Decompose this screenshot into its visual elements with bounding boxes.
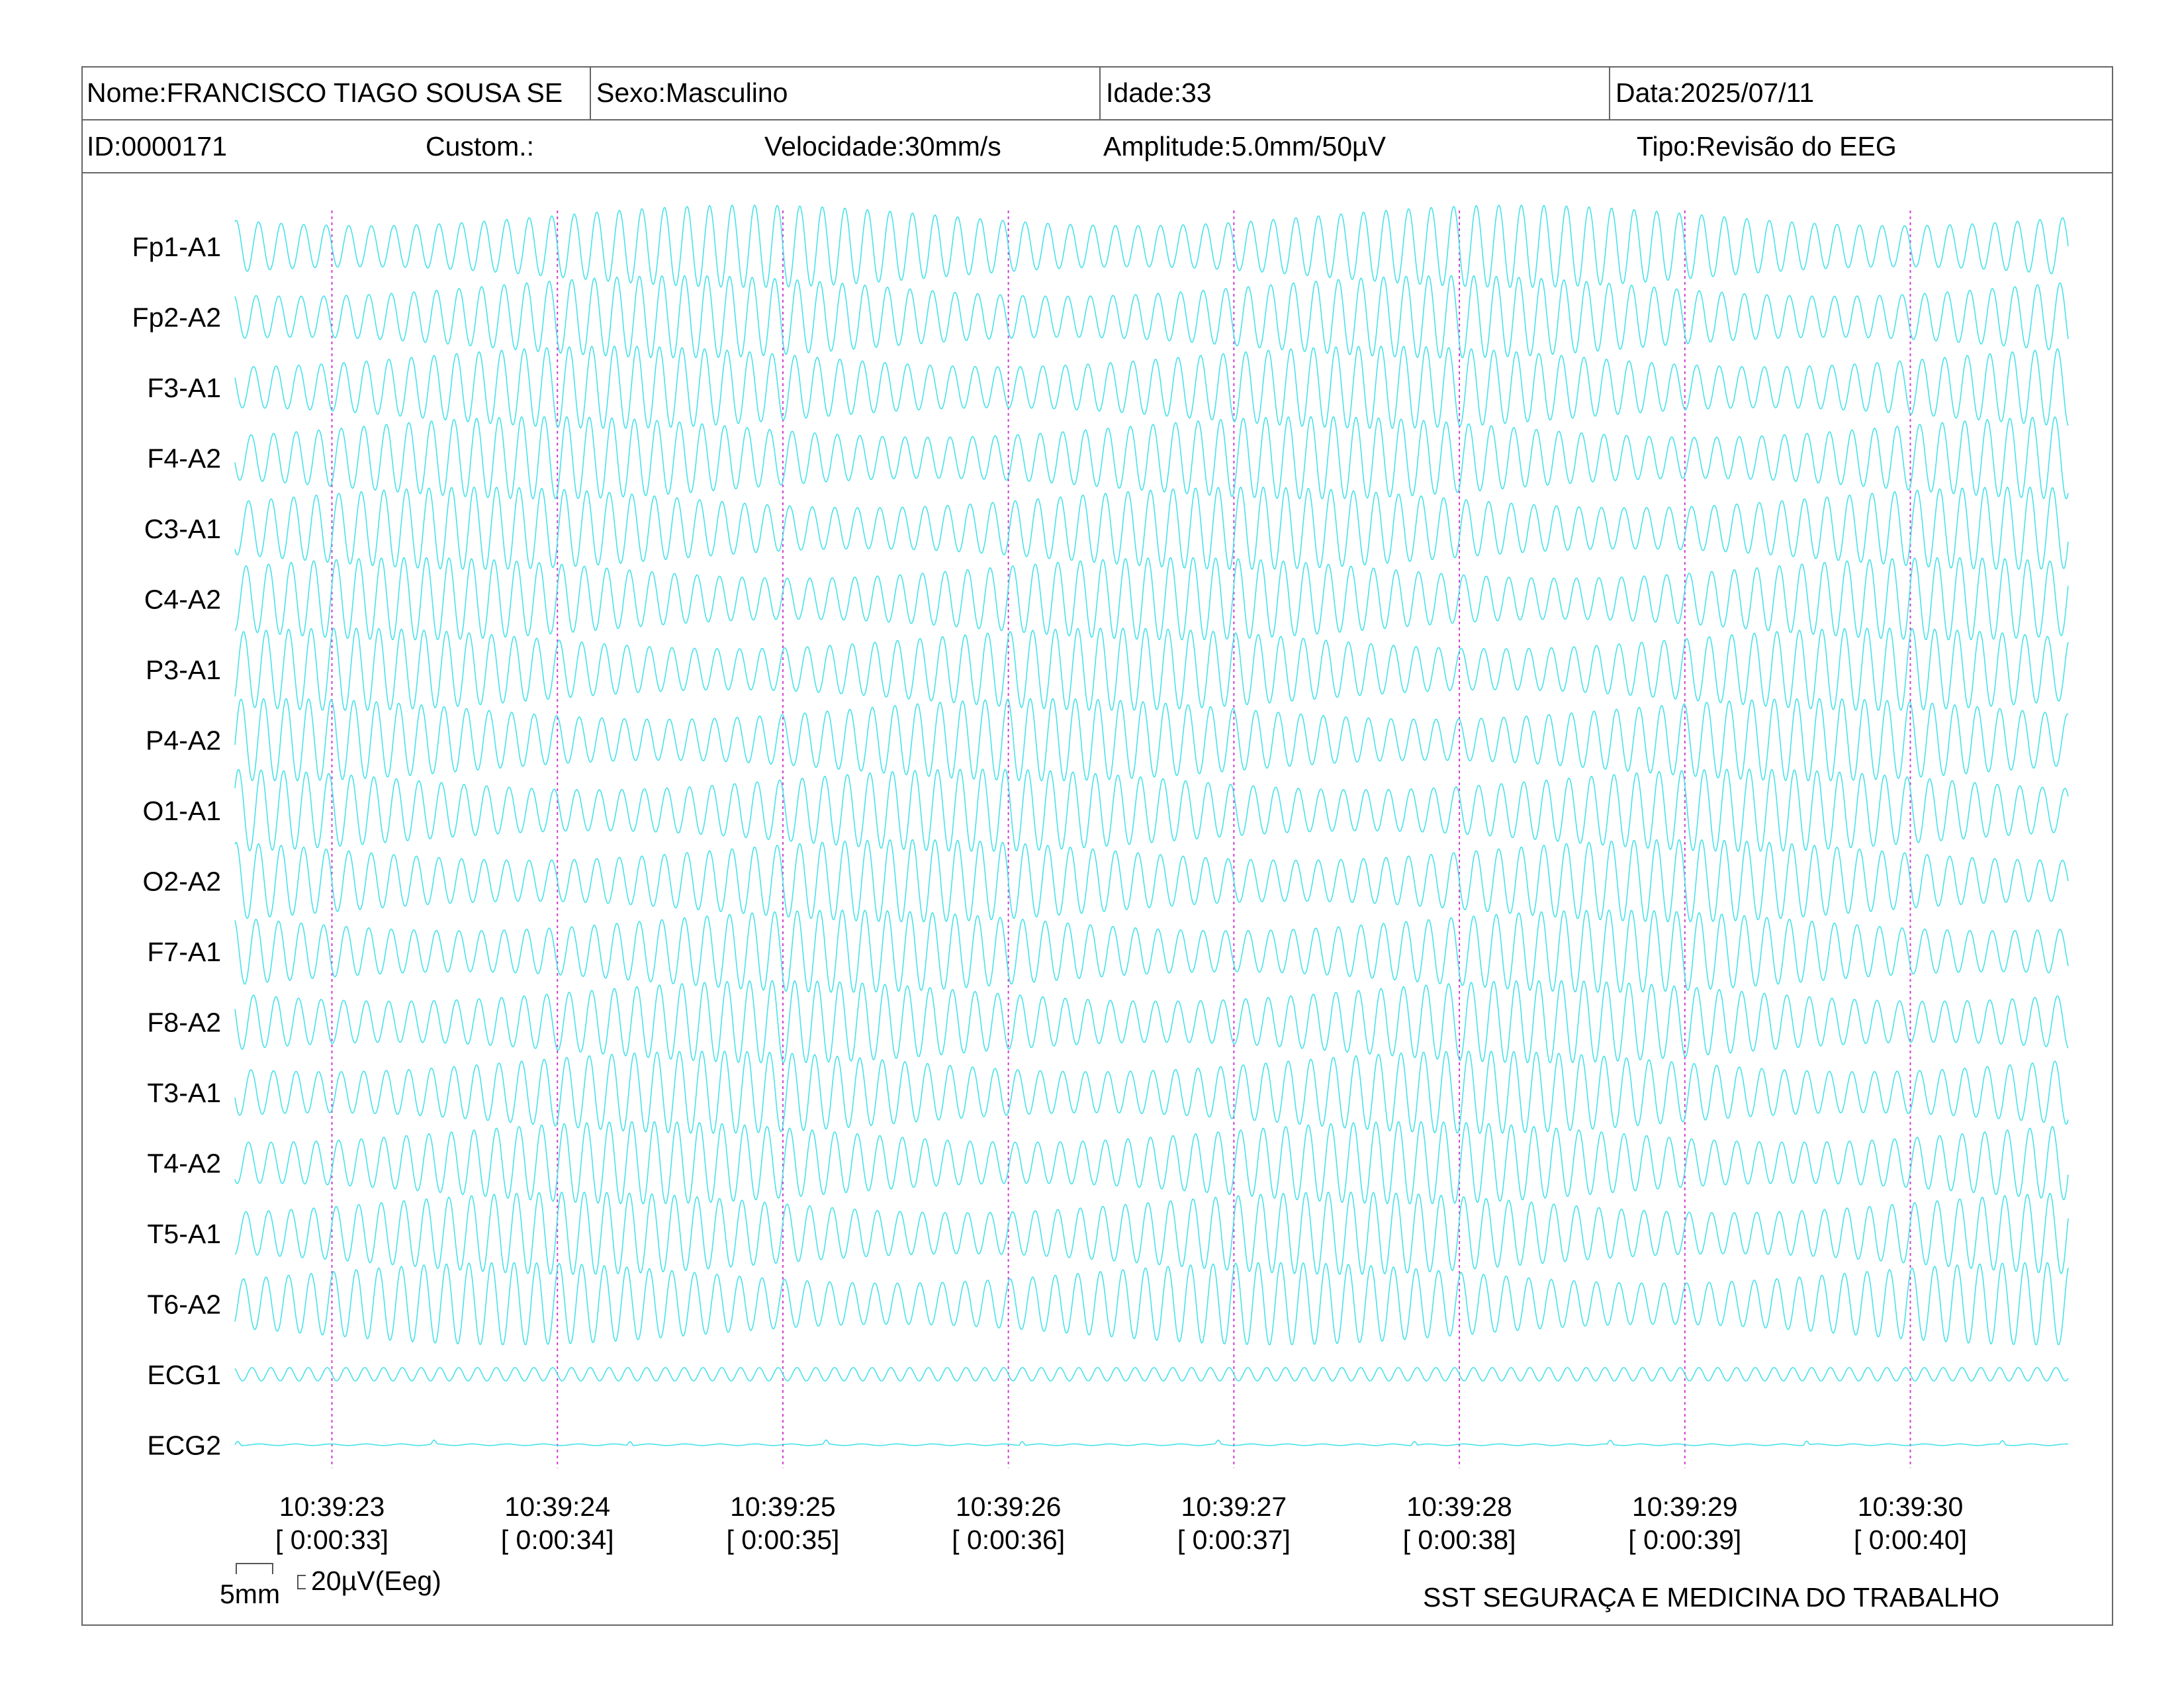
time-marker-clock: 10:39:29 — [1632, 1491, 1738, 1522]
channel-label: ECG2 — [147, 1430, 221, 1461]
scale-time-label: 5mm — [220, 1579, 281, 1609]
channel-trace — [234, 1262, 2069, 1346]
channel-label: O2-A2 — [143, 867, 222, 897]
channel-label: P4-A2 — [146, 726, 221, 756]
header-row-1: Nome:FRANCISCO TIAGO SOUSA SE Sexo:Mascu… — [81, 66, 2113, 120]
time-marker-clock: 10:39:27 — [1181, 1491, 1287, 1522]
channel-trace — [234, 769, 2069, 852]
recording-speed: Velocidade:30mm/s — [764, 130, 1001, 162]
exam-type: Tipo:Revisão do EEG — [1637, 130, 1897, 162]
channel-label: Fp1-A1 — [132, 232, 221, 262]
time-marker-elapsed: [ 0:00:39] — [1628, 1524, 1741, 1555]
channel-label: O1-A1 — [143, 796, 222, 826]
header-row-2: ID:0000171 Custom.: Velocidade:30mm/s Am… — [81, 120, 2113, 173]
channel-label: F8-A2 — [147, 1008, 221, 1038]
channel-trace — [234, 416, 2069, 500]
report-frame — [81, 66, 2113, 1626]
channel-label: C3-A1 — [144, 514, 221, 544]
channel-trace — [234, 557, 2069, 641]
time-marker-elapsed: [ 0:00:36] — [952, 1524, 1065, 1555]
channel-trace — [234, 275, 2069, 359]
time-marker-elapsed: [ 0:00:38] — [1403, 1524, 1516, 1555]
exam-date: Data:2025/07/11 — [1609, 66, 2112, 119]
time-marker-clock: 10:39:23 — [279, 1491, 385, 1522]
time-marker-clock: 10:39:28 — [1406, 1491, 1512, 1522]
channel-trace — [234, 1439, 2069, 1446]
channel-label: C4-A2 — [144, 585, 221, 615]
channel-trace — [234, 205, 2069, 288]
channel-label: T3-A1 — [147, 1078, 221, 1108]
channel-trace — [234, 980, 2069, 1064]
company-name: SST SEGURAÇA E MEDICINA DO TRABALHO — [1423, 1582, 2000, 1613]
time-marker-elapsed: [ 0:00:34] — [501, 1524, 614, 1555]
patient-age: Idade:33 — [1099, 66, 1609, 119]
recording-amplitude: Amplitude:5.0mm/50µV — [1103, 130, 1386, 162]
channel-trace — [234, 1192, 2069, 1275]
channel-label: F7-A1 — [147, 937, 221, 967]
time-marker-elapsed: [ 0:00:33] — [275, 1524, 388, 1555]
scale-time-bar — [236, 1563, 273, 1574]
time-marker-elapsed: [ 0:00:35] — [726, 1524, 839, 1555]
channel-label: T4-A2 — [147, 1149, 221, 1179]
time-marker-clock: 10:39:30 — [1858, 1491, 1964, 1522]
scale-amplitude-label: 20µV(Eeg) — [311, 1566, 441, 1596]
channel-label: ECG1 — [147, 1360, 221, 1390]
patient-id: ID:0000171 — [87, 130, 228, 162]
channel-trace — [234, 1121, 2069, 1205]
channel-label: T6-A2 — [147, 1289, 221, 1320]
time-marker-elapsed: [ 0:00:40] — [1854, 1524, 1967, 1555]
channel-trace — [234, 346, 2069, 429]
channel-trace — [234, 487, 2069, 570]
custom-field: Custom.: — [426, 130, 535, 162]
channel-label: F4-A2 — [147, 444, 221, 474]
time-marker-elapsed: [ 0:00:37] — [1177, 1524, 1291, 1555]
scale-amplitude-bar — [297, 1575, 306, 1589]
channel-label: F3-A1 — [147, 373, 221, 403]
time-marker-clock: 10:39:24 — [504, 1491, 610, 1522]
time-marker-clock: 10:39:26 — [956, 1491, 1062, 1522]
patient-sex: Sexo:Masculino — [590, 66, 1099, 119]
channel-trace — [234, 910, 2069, 993]
channel-trace — [234, 1051, 2069, 1134]
channel-label: P3-A1 — [146, 655, 221, 685]
channel-trace — [234, 839, 2069, 923]
patient-name: Nome:FRANCISCO TIAGO SOUSA SE — [87, 77, 563, 108]
channel-label: T5-A1 — [147, 1219, 221, 1249]
channel-trace — [234, 628, 2069, 711]
channel-trace — [234, 698, 2069, 782]
channel-trace — [234, 1367, 2069, 1382]
time-marker-clock: 10:39:25 — [730, 1491, 836, 1522]
channel-label: Fp2-A2 — [132, 303, 221, 333]
